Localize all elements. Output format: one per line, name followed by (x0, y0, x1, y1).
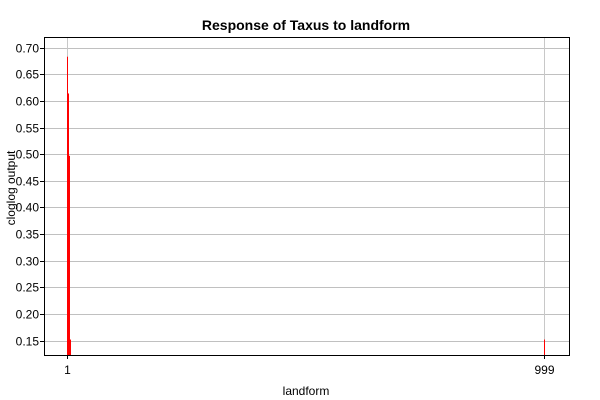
bar (69, 155, 70, 355)
y-tick-label: 0.45 (16, 175, 40, 189)
bar (67, 56, 68, 355)
plot-frame (44, 37, 570, 356)
x-axis-label: landform (283, 384, 330, 398)
y-axis-label: cloglog output (4, 150, 18, 225)
y-tick-label: 0.65 (16, 68, 40, 82)
y-tick-label: 0.20 (16, 308, 40, 322)
bar-layer (67, 56, 545, 355)
y-tick-label: 0.15 (16, 335, 40, 349)
y-axis: 0.15 0.20 0.25 0.30 0.35 0.40 0.45 0.50 0.55 0.60… (16, 42, 44, 349)
bar (70, 339, 71, 355)
y-tick-label: 0.60 (16, 95, 40, 109)
y-tick-label: 0.30 (16, 255, 40, 269)
x-tick-label: 1 (64, 363, 71, 377)
chart-title: Response of Taxus to landform (202, 17, 410, 33)
y-tick-label: 0.25 (16, 281, 40, 295)
y-tick-label: 0.35 (16, 228, 40, 242)
grid-layer (44, 37, 569, 355)
bar (68, 93, 69, 355)
x-axis: 1 999 (64, 355, 555, 377)
y-tick-label: 0.70 (16, 42, 40, 56)
y-tick-label: 0.50 (16, 148, 40, 162)
y-tick-label: 0.55 (16, 122, 40, 136)
y-tick-label: 0.40 (16, 201, 40, 215)
x-tick-label: 999 (534, 363, 554, 377)
bar (544, 339, 545, 355)
